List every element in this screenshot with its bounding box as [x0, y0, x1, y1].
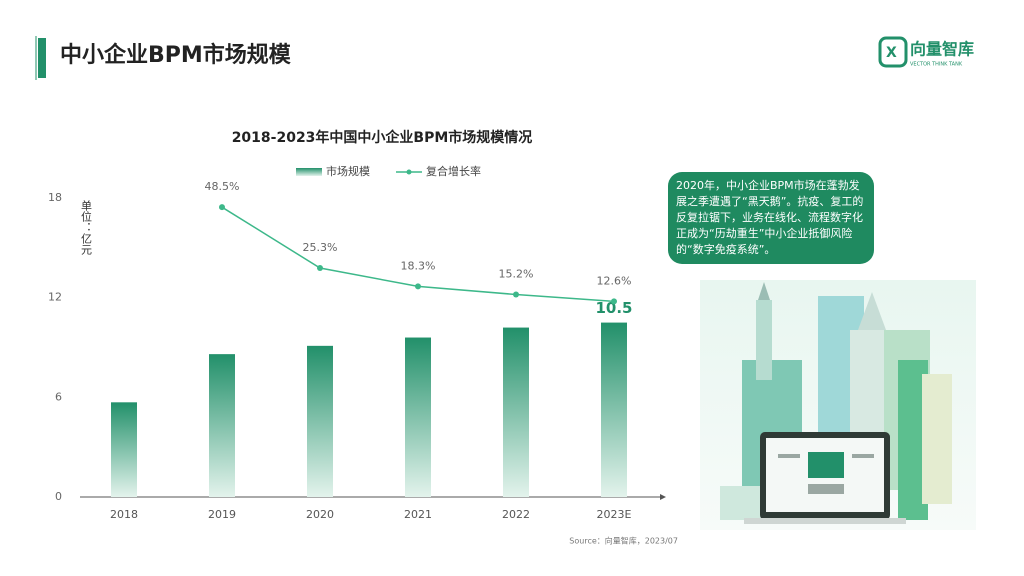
legend-swatch — [296, 168, 322, 176]
data-label: 48.5% — [205, 180, 240, 193]
x-tick-label: 2022 — [502, 508, 530, 521]
legend-label: 复合增长率 — [426, 164, 481, 178]
y-tick-label: 0 — [55, 490, 62, 503]
header-bar — [38, 38, 46, 78]
callout: 2020年，中小企业BPM市场在蓬勃发展之季遭遇了“黑天鹅”。抗疫、复工的反复拉… — [668, 172, 874, 264]
x-tick-label: 2018 — [110, 508, 138, 521]
y-tick-label: 6 — [55, 390, 62, 403]
x-tick-label: 2021 — [404, 508, 432, 521]
illustration — [700, 280, 976, 530]
logo-icon — [878, 36, 908, 68]
source: Source：向量智库，2023/07 — [569, 536, 678, 546]
y-axis-label: 单位：亿元 — [80, 200, 93, 255]
line-point — [415, 283, 421, 290]
logo-mark: X — [886, 45, 897, 61]
bar — [503, 327, 529, 497]
legend-swatch — [406, 169, 412, 175]
x-axis-arrow — [660, 494, 666, 500]
data-label: 25.3% — [303, 241, 338, 254]
bar — [111, 402, 137, 497]
page-title: 中小企业BPM市场规模 — [60, 42, 292, 68]
bar — [209, 354, 235, 497]
x-tick-label: 2020 — [306, 508, 334, 521]
bar — [601, 322, 627, 497]
data-label: 15.2% — [499, 268, 534, 281]
legend-label: 市场规模 — [326, 164, 370, 178]
line-point — [513, 291, 519, 298]
y-tick-label: 18 — [48, 191, 62, 204]
line-point — [611, 298, 617, 305]
x-tick-label: 2019 — [208, 508, 236, 521]
logo-sub: VECTOR THINK TANK — [910, 62, 963, 68]
y-tick-label: 12 — [48, 291, 62, 304]
data-label: 12.6% — [597, 274, 632, 287]
chart-title: 2018-2023年中国中小企业BPM市场规模情况 — [232, 129, 533, 146]
bar — [307, 345, 333, 497]
bar — [405, 337, 431, 497]
logo-text: 向量智库 — [910, 40, 974, 59]
data-label: 10.5 — [595, 299, 632, 317]
line-point — [317, 265, 323, 272]
line-point — [219, 204, 225, 211]
x-tick-label: 2023E — [597, 508, 632, 521]
data-label: 18.3% — [401, 259, 436, 272]
